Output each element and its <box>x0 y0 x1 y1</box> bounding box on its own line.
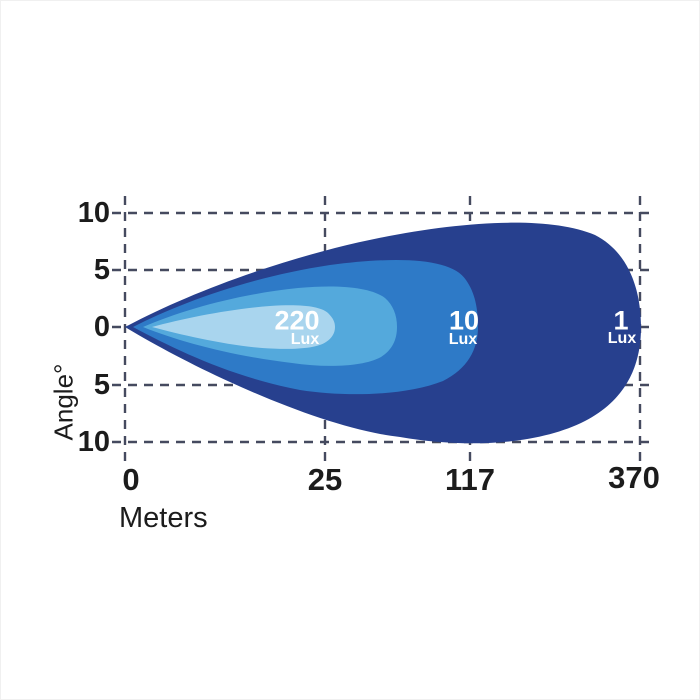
x-axis-title: Meters <box>119 502 208 534</box>
y-tick-minus5: 5 <box>93 369 110 401</box>
y-axis-title: Angle° <box>48 363 79 441</box>
zone-label-220-value: 220 <box>274 305 320 336</box>
beam-zone-220-lux <box>152 305 335 349</box>
x-tick-0m: 0 <box>122 462 140 497</box>
y-tick-plus10: 10 <box>77 197 110 229</box>
zone-label-1-value: 1 <box>613 305 629 336</box>
y-tick-zero: 0 <box>93 311 110 343</box>
y-tick-minus10: 10 <box>77 426 110 458</box>
x-tick-25m: 25 <box>307 462 343 497</box>
zone-label-220-unit: Lux <box>290 331 320 348</box>
zone-label-10-value: 10 <box>448 305 480 336</box>
x-tick-117m: 117 <box>444 462 496 497</box>
zone-label-1-unit: Lux <box>607 330 637 347</box>
x-tick-370m: 370 <box>608 460 660 495</box>
zone-label-10-unit: Lux <box>448 331 478 348</box>
y-tick-plus5: 5 <box>93 254 110 286</box>
